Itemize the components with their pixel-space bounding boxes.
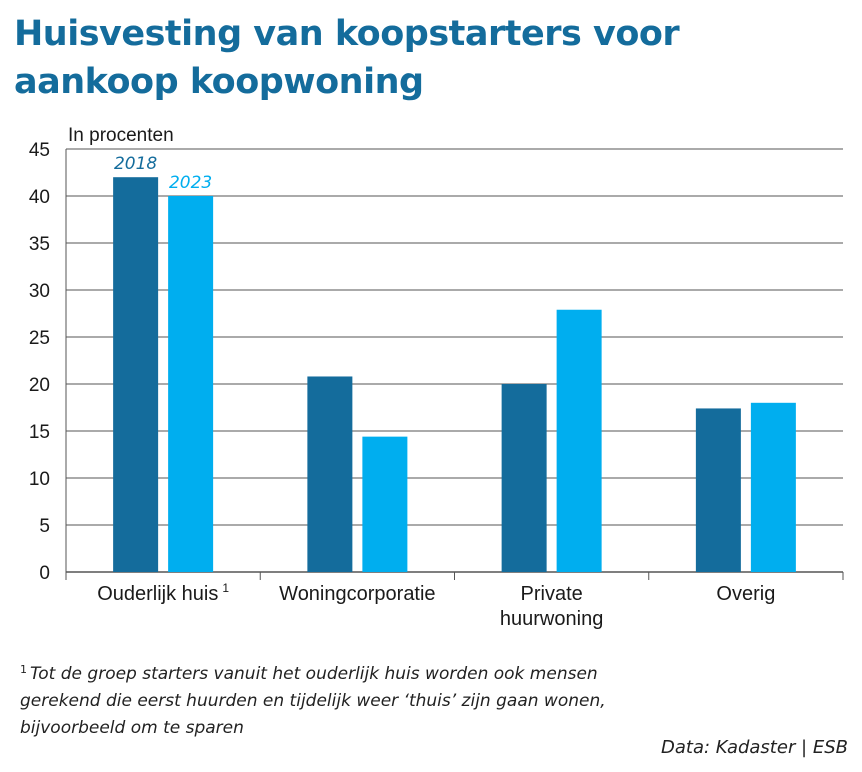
bar-2023-2 (556, 309, 602, 572)
y-tick-label-5: 5 (39, 516, 50, 537)
bar-2018-3 (695, 408, 741, 572)
y-tick-label-45: 45 (29, 140, 50, 161)
y-tick-label-35: 35 (29, 234, 50, 255)
y-tick-label-0: 0 (39, 563, 50, 584)
bar-2018-0 (113, 177, 159, 572)
bar-2023-0 (168, 196, 214, 572)
bar-chart: 0 5 10 15 20 25 30 35 40 45 In procenten Ouderlij… (29, 125, 844, 630)
x-category-label-1-0: Woningcorporatie (279, 583, 435, 605)
source-note: Data: Kadaster | ESB (661, 737, 848, 758)
series-label-2018: 2018 (114, 154, 157, 174)
y-tick-label-25: 25 (29, 328, 50, 349)
bar-2023-1 (362, 436, 408, 572)
x-category-label-2-0: Private (521, 583, 583, 605)
footnote: 1 Tot de groep starters vanuit het ouderl… (20, 656, 660, 742)
bar-2023-3 (750, 402, 796, 572)
x-axis: Ouderlijk huis 1 Woningcorporatie Private hu… (65, 572, 844, 630)
footnote-text: Tot de groep starters vanuit het ouderli… (20, 664, 606, 738)
y-axis-label: In procenten (68, 125, 174, 146)
y-tick-label-20: 20 (29, 375, 50, 396)
footnote-marker: 1 (20, 663, 27, 676)
bar-2018-2 (501, 384, 547, 572)
x-category-footnote-marker: 1 (222, 581, 229, 595)
x-category-label-2-1: huurwoning (500, 608, 603, 630)
y-tick-label-30: 30 (29, 281, 50, 302)
y-tick-label-15: 15 (29, 422, 50, 443)
series-label-2023: 2023 (169, 173, 212, 193)
y-tick-label-40: 40 (29, 187, 50, 208)
x-category-label-3-0: Overig (716, 583, 775, 605)
series-labels: 2018 2023 (114, 154, 212, 193)
x-category-label-0-0: Ouderlijk huis 1 (97, 581, 229, 605)
bar-2018-1 (307, 376, 353, 572)
bars (113, 177, 796, 572)
y-tick-label-10: 10 (29, 469, 50, 490)
y-axis-ticks: 0 5 10 15 20 25 30 35 40 45 (29, 140, 50, 584)
chart-title: Huisvesting van koopstarters voor aankoo… (14, 14, 680, 102)
